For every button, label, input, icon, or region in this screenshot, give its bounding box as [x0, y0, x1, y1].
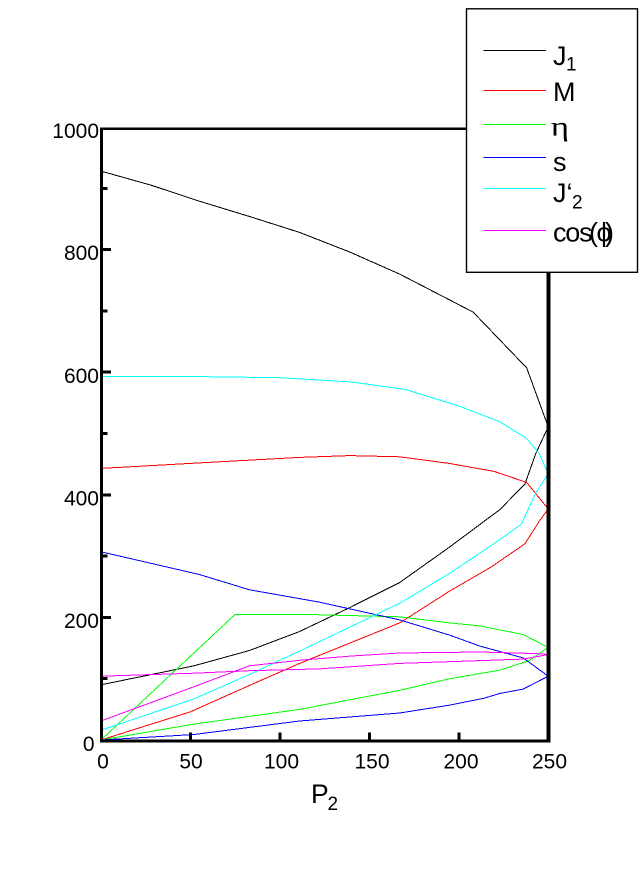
svg-text:100: 100: [264, 751, 299, 774]
svg-text:2: 2: [572, 193, 583, 214]
svg-text:P: P: [311, 779, 329, 809]
svg-text:η: η: [551, 111, 569, 141]
svg-text:ϕ: ϕ: [597, 218, 612, 248]
svg-text:2: 2: [328, 794, 339, 815]
svg-text:1000: 1000: [52, 120, 99, 143]
svg-text:J‘: J‘: [553, 178, 573, 208]
svg-text:250: 250: [532, 751, 567, 774]
svg-text:): ): [605, 218, 614, 248]
svg-text:200: 200: [64, 610, 99, 633]
svg-text:M: M: [553, 77, 576, 107]
svg-text:1: 1: [566, 55, 577, 76]
svg-text:600: 600: [64, 365, 99, 388]
svg-text:150: 150: [354, 751, 389, 774]
svg-text:200: 200: [443, 751, 478, 774]
svg-text:s: s: [553, 147, 567, 177]
svg-text:800: 800: [64, 242, 99, 265]
svg-text:cos: cos: [553, 218, 592, 248]
svg-text:(: (: [589, 218, 598, 248]
svg-text:0: 0: [97, 751, 109, 774]
svg-text:0: 0: [83, 733, 95, 756]
svg-text:J: J: [553, 41, 567, 71]
svg-text:50: 50: [179, 751, 202, 774]
svg-text:400: 400: [64, 487, 99, 510]
